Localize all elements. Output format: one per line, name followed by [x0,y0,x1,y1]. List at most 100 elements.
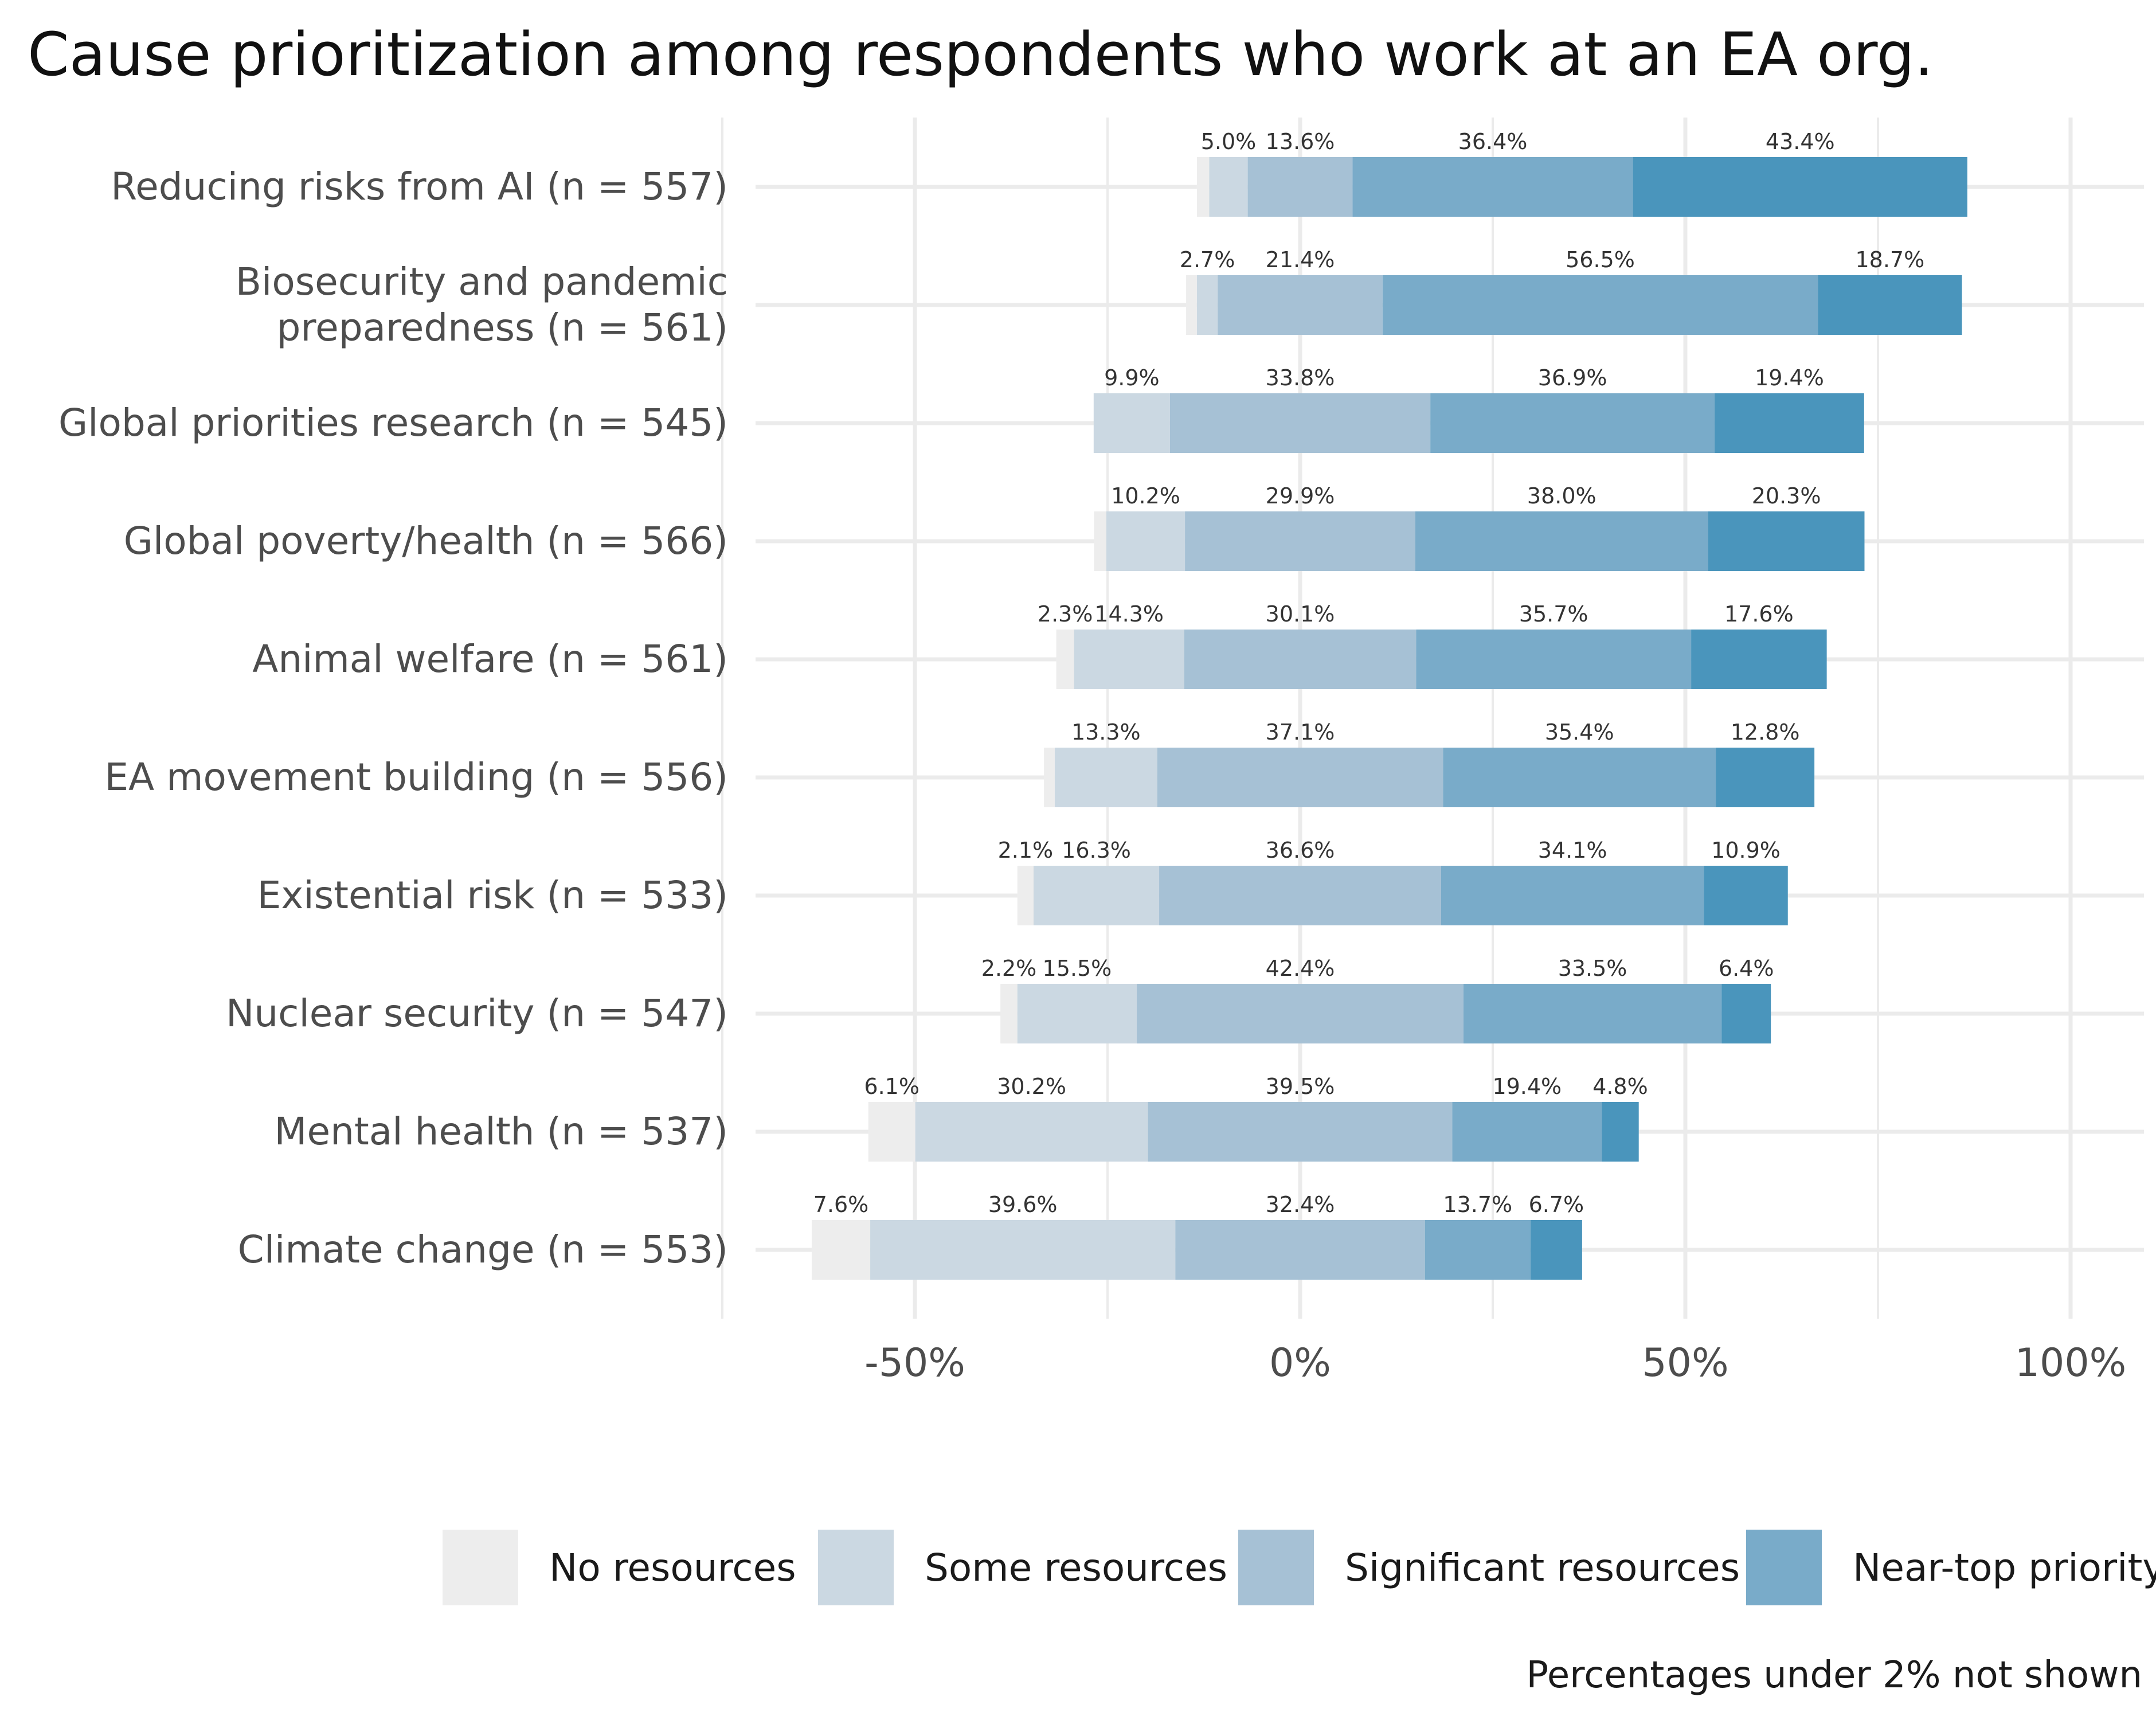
category-label: Biosecurity and pandemic preparedness (n … [236,260,728,350]
legend-swatch-significant-resources [1238,1530,1314,1605]
bar-segment-some-resources [1033,866,1160,925]
legend-label-significant-resources: Significant resources [1345,1546,1740,1590]
bar-segment-near-top-priority [1452,1102,1602,1162]
chart-caption: Percentages under 2% not shown [1526,1654,2143,1696]
bar-segment-significant-resources [1218,275,1383,335]
bar-segment-top-priority [1818,275,1962,335]
bar-segment-some-resources [1054,748,1157,807]
legend-swatch-near-top-priority [1746,1530,1822,1605]
data-label: 43.4% [1766,129,1835,154]
data-label: 30.2% [997,1074,1066,1099]
bar-segment-significant-resources [1247,157,1353,217]
legend-label-no-resources: No resources [549,1546,796,1590]
data-label: 16.3% [1062,838,1131,863]
category-label: Nuclear security (n = 547) [226,991,728,1035]
category-label: Reducing risks from AI (n = 557) [111,165,728,209]
bar-segment-some-resources [1074,630,1184,689]
data-label: 2.3% [1038,601,1093,627]
bar-segment-some-resources [870,1220,1176,1280]
data-label: 14.3% [1094,601,1164,627]
bar-segment-no-resources [1044,748,1055,807]
legend-swatch-no-resources [443,1530,518,1605]
chart-title: Cause prioritization among respondents w… [28,19,1934,89]
data-label: 36.6% [1266,838,1335,863]
bar-segment-near-top-priority [1443,748,1716,807]
data-label: 6.1% [864,1074,919,1099]
bar-segment-no-resources [1094,511,1106,571]
bar-segment-near-top-priority [1463,984,1722,1043]
data-label: 10.9% [1711,838,1781,863]
bar-segment-no-resources [1186,275,1197,335]
bar-segment-top-priority [1602,1102,1639,1162]
bar-segment-significant-resources [1175,1220,1425,1280]
x-axis-tick-labels: -50% 0% 50% 100% [864,1340,2126,1386]
bar-segment-top-priority [1715,393,1864,453]
legend-label-some-resources: Some resources [925,1546,1227,1590]
data-label: 17.6% [1724,601,1794,627]
bar-segment-some-resources [1093,393,1170,453]
bar-segment-significant-resources [1184,630,1417,689]
data-label: 6.7% [1529,1192,1584,1217]
data-label: 33.5% [1558,956,1627,981]
x-tick-label: 0% [1269,1340,1331,1386]
bar-segment-some-resources [915,1102,1148,1162]
bar-segment-no-resources [1017,866,1034,925]
data-label: 38.0% [1527,483,1597,509]
bar-segment-no-resources [1196,157,1210,217]
data-label: 42.4% [1266,956,1335,981]
legend-swatch-some-resources [818,1530,894,1605]
data-label: 6.4% [1719,956,1774,981]
data-label: 5.0% [1201,129,1257,154]
bar-segment-top-priority [1704,866,1788,925]
data-label: 2.2% [981,956,1037,981]
bar-segment-some-resources [1017,984,1137,1043]
data-label: 21.4% [1266,247,1335,272]
bar-segment-top-priority [1633,157,1967,217]
bar-segment-significant-resources [1159,866,1441,925]
data-label: 13.6% [1266,129,1335,154]
category-label: Animal welfare (n = 561) [252,637,728,681]
bar-segment-near-top-priority [1382,275,1818,335]
segment-value-labels: 5.0% 13.6% 36.4% 43.4% 2.7% 21.4% 56.5% 18.7% 9.… [813,129,1924,1217]
data-label: 20.3% [1752,483,1821,509]
bar-segment-no-resources [811,1220,871,1280]
bar-segment-some-resources [1196,275,1218,335]
legend-label-near-top-priority: Near-top priority [1853,1546,2156,1590]
data-label: 30.1% [1266,601,1335,627]
data-label: 10.2% [1111,483,1180,509]
data-label: 39.5% [1266,1074,1335,1099]
category-label: EA movement building (n = 556) [104,755,728,799]
bar-segments [811,157,1967,1280]
bar-segment-significant-resources [1185,511,1415,571]
data-label: 36.4% [1458,129,1528,154]
bar-segment-near-top-priority [1416,630,1692,689]
bar-segment-some-resources [1106,511,1185,571]
data-label: 19.4% [1755,365,1824,390]
bar-segment-top-priority [1716,748,1815,807]
data-label: 18.7% [1855,247,1924,272]
bar-segment-near-top-priority [1425,1220,1531,1280]
data-label: 29.9% [1266,483,1335,509]
bar-segment-significant-resources [1157,748,1443,807]
bar-segment-near-top-priority [1441,866,1704,925]
bar-segment-near-top-priority [1415,511,1708,571]
data-label: 34.1% [1538,838,1607,863]
bar-segment-significant-resources [1137,984,1464,1043]
data-label: 19.4% [1492,1074,1562,1099]
data-label: 32.4% [1266,1192,1335,1217]
bar-segment-near-top-priority [1430,393,1715,453]
data-label: 15.5% [1043,956,1112,981]
data-label: 56.5% [1566,247,1635,272]
data-label: 37.1% [1266,720,1335,745]
bar-segment-no-resources [868,1102,915,1162]
category-label: Existential risk (n = 533) [257,873,728,917]
x-tick-label: 50% [1642,1340,1728,1386]
data-label: 2.7% [1180,247,1235,272]
data-label: 13.7% [1443,1192,1512,1217]
data-label: 7.6% [813,1192,869,1217]
bar-segment-top-priority [1530,1220,1582,1280]
bar-segment-some-resources [1209,157,1248,217]
data-label: 12.8% [1731,720,1800,745]
category-label: Climate change (n = 553) [238,1228,728,1272]
